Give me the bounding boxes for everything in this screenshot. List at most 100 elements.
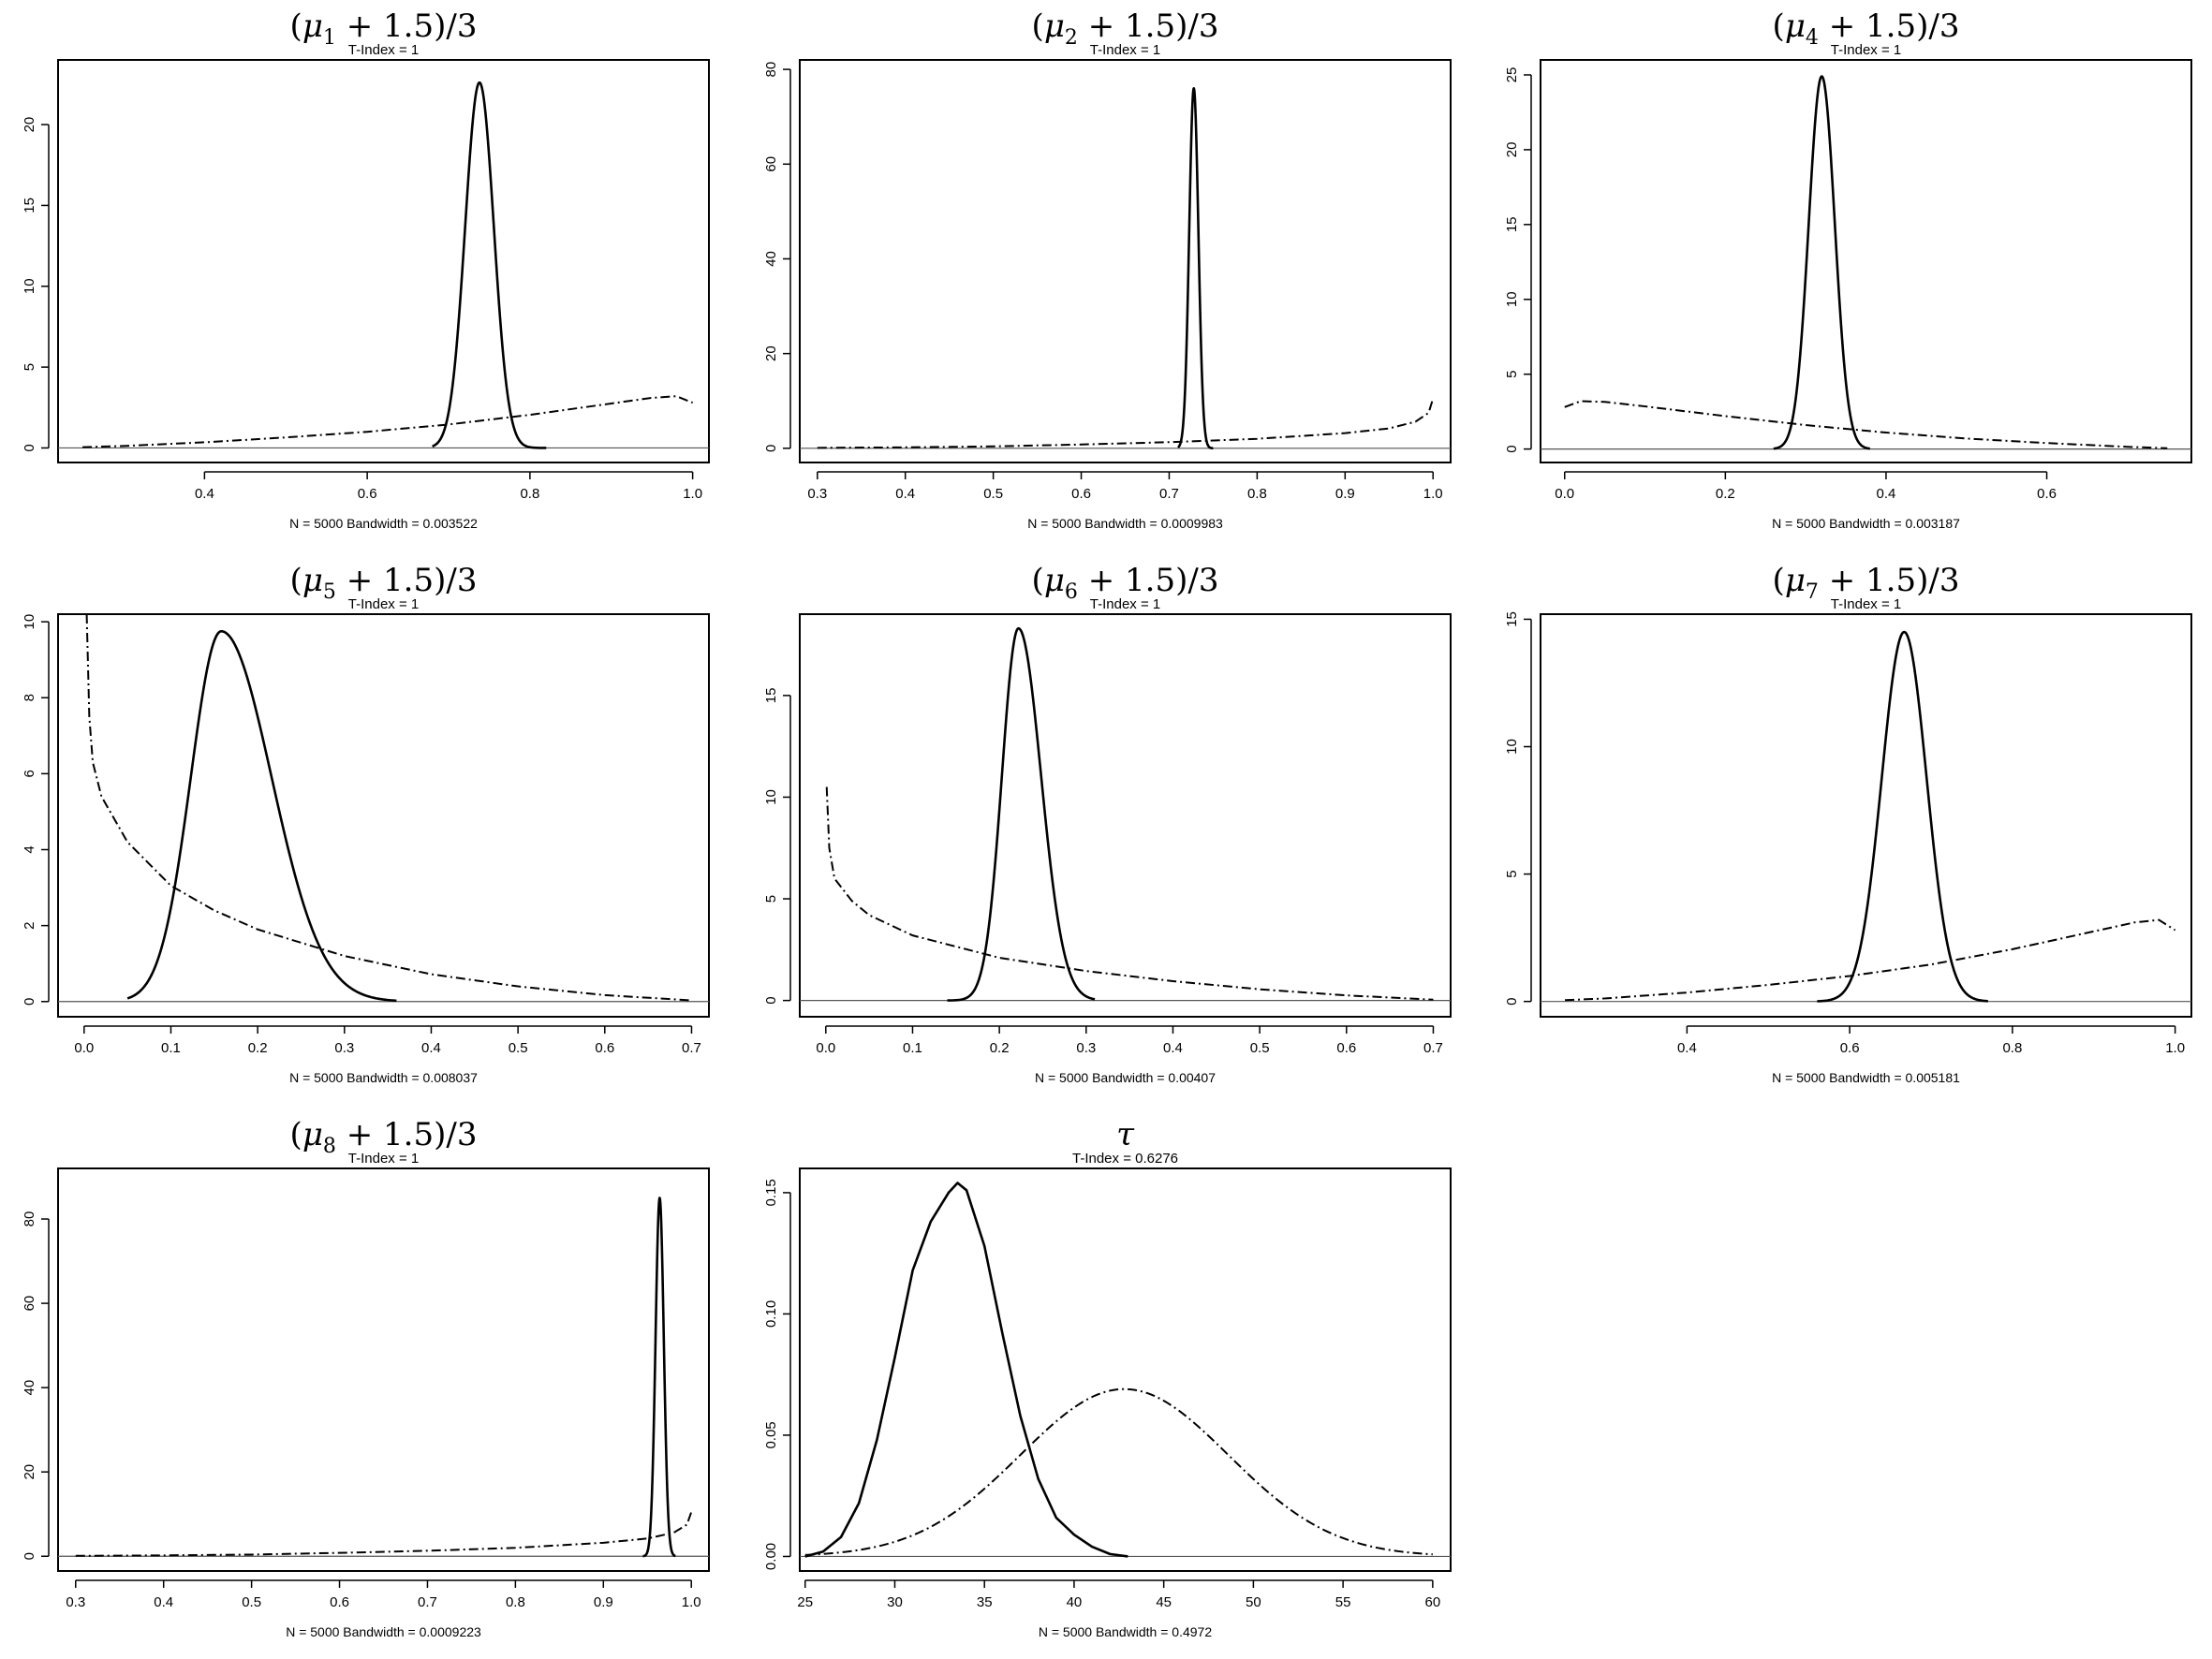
title-open-paren: ( <box>290 7 302 45</box>
prior-density-line <box>85 613 692 1002</box>
y-tick-label: 8 <box>22 694 37 701</box>
title-open-paren: ( <box>290 562 302 599</box>
chart-panel-6: (μ7 + 1.5)/3T-Index = 1 0.4 0.6 0.8 1.0 N = 5… <box>1504 562 2192 1085</box>
panel-title: (μ7 + 1.5)/3 <box>1773 562 1960 604</box>
y-tick-label: 10 <box>1504 739 1520 755</box>
prior-density-line <box>825 786 1434 1001</box>
x-tick-label: 30 <box>887 1594 903 1610</box>
x-tick-label: 0.2 <box>990 1040 1010 1056</box>
title-rest: + 1.5)/3 <box>336 7 478 45</box>
panel-title: (μ8 + 1.5)/3 <box>290 1116 478 1158</box>
x-tick-label: 0.1 <box>161 1040 181 1056</box>
panel-subtitle: T-Index = 1 <box>348 1151 419 1167</box>
prior-density-line <box>817 398 1435 449</box>
x-tick-label: 0.8 <box>520 486 539 502</box>
y-axis: 0 5 10 15 <box>763 688 791 1005</box>
x-tick-label: 0.4 <box>421 1040 441 1056</box>
x-tick-label: 0.5 <box>983 486 1003 502</box>
chart-panel-7: (μ8 + 1.5)/3T-Index = 10.3 0.4 0.5 0.6 0.7 0.… <box>22 1116 710 1639</box>
x-axis-label: N = 5000 Bandwidth = 0.008037 <box>289 1070 478 1085</box>
chart-panel-3: (μ4 + 1.5)/3T-Index = 1 0.0 0.2 0.4 0.6 N = 5… <box>1504 7 2192 531</box>
x-tick-label: 0.5 <box>509 1040 528 1056</box>
x-tick-label: 0.2 <box>1716 486 1735 502</box>
y-tick-label: 4 <box>22 845 37 853</box>
posterior-density-line <box>641 1197 677 1558</box>
x-tick-label: 0.3 <box>807 486 827 502</box>
y-tick-label: 0 <box>1504 445 1520 452</box>
chart-panel-2: (μ2 + 1.5)/3T-Index = 10.3 0.4 0.5 0.6 0.7 0.… <box>763 7 1452 531</box>
panel-title: (μ4 + 1.5)/3 <box>1773 7 1960 50</box>
y-tick-label: 20 <box>22 1464 37 1480</box>
title-open-paren: ( <box>1773 562 1785 599</box>
y-tick-label: 0 <box>22 998 37 1006</box>
plot-frame <box>57 59 710 463</box>
panel-title: (μ1 + 1.5)/3 <box>290 7 478 50</box>
x-axis: 0.4 0.6 0.8 1.0 <box>195 471 702 502</box>
y-tick-label: 20 <box>763 345 779 361</box>
title-rest: + 1.5)/3 <box>1819 562 1960 599</box>
x-tick-label: 0.6 <box>2037 486 2057 502</box>
x-tick-label: 0.3 <box>334 1040 354 1056</box>
x-tick-label: 0.3 <box>66 1594 85 1610</box>
x-axis-label: N = 5000 Bandwidth = 0.005181 <box>1772 1070 1960 1085</box>
title-subscript: 2 <box>1065 26 1078 50</box>
plot-frame <box>799 613 1452 1018</box>
x-tick-label: 0.8 <box>506 1594 525 1610</box>
x-tick-label: 1.0 <box>683 486 702 502</box>
y-tick-label: 0 <box>763 445 779 452</box>
title-subscript: 8 <box>323 1135 336 1158</box>
x-tick-label: 1.0 <box>2165 1040 2185 1056</box>
x-tick-label: 35 <box>977 1594 993 1610</box>
y-tick-label: 80 <box>22 1211 37 1227</box>
x-tick-label: 0.9 <box>594 1594 613 1610</box>
title-variable: μ <box>302 1116 323 1153</box>
panel-subtitle: T-Index = 1 <box>348 596 419 612</box>
title-rest: + 1.5)/3 <box>336 562 478 599</box>
x-tick-label: 0.6 <box>358 486 377 502</box>
y-axis: 0 5 10 15 20 <box>22 117 50 452</box>
x-tick-label: 0.6 <box>1840 1040 1860 1056</box>
x-axis-label: N = 5000 Bandwidth = 0.0009223 <box>286 1624 481 1639</box>
x-axis-label: N = 5000 Bandwidth = 0.00407 <box>1035 1070 1216 1085</box>
chart-panel-1: (μ1 + 1.5)/3T-Index = 1 0.4 0.6 0.8 1.0 N = 5… <box>22 7 710 531</box>
x-axis: 0.3 0.4 0.5 0.6 0.7 0.8 0.9 1.0 <box>66 1579 701 1610</box>
y-tick-label: 0.15 <box>763 1179 779 1206</box>
y-tick-label: 40 <box>22 1380 37 1396</box>
x-tick-label: 0.4 <box>895 486 915 502</box>
x-tick-label: 0.0 <box>1555 486 1574 502</box>
y-tick-label: 20 <box>1504 142 1520 158</box>
y-axis: 0 20 40 60 80 <box>22 1211 50 1560</box>
x-tick-label: 0.8 <box>1247 486 1267 502</box>
x-axis-label: N = 5000 Bandwidth = 0.003187 <box>1772 516 1960 531</box>
title-rest: + 1.5)/3 <box>1819 7 1960 45</box>
y-axis: 0 2 4 6 8 10 <box>22 614 50 1006</box>
x-tick-label: 0.8 <box>2002 1040 2022 1056</box>
y-tick-label: 2 <box>22 921 37 929</box>
y-axis: 0 5 10 15 <box>1504 611 1532 1006</box>
x-tick-label: 0.4 <box>195 486 214 502</box>
x-tick-label: 60 <box>1425 1594 1441 1610</box>
posterior-density-line <box>431 81 547 449</box>
x-tick-label: 0.7 <box>1159 486 1179 502</box>
y-tick-label: 10 <box>763 789 779 805</box>
x-tick-label: 0.4 <box>1677 1040 1697 1056</box>
x-axis: 0.0 0.1 0.2 0.3 0.4 0.5 0.6 0.7 <box>74 1025 701 1056</box>
x-axis: 0.3 0.4 0.5 0.6 0.7 0.8 0.9 1.0 <box>807 471 1443 502</box>
plot-frame <box>57 1167 710 1572</box>
x-tick-label: 0.5 <box>242 1594 261 1610</box>
y-tick-label: 25 <box>1504 67 1520 83</box>
x-tick-label: 0.7 <box>1423 1040 1443 1056</box>
panel-subtitle: T-Index = 1 <box>1831 596 1901 612</box>
x-tick-label: 0.1 <box>903 1040 922 1056</box>
y-axis: 0.00 0.05 0.10 0.15 <box>763 1179 791 1570</box>
title-open-paren: ( <box>1773 7 1785 45</box>
y-tick-label: 0 <box>1504 997 1520 1005</box>
x-tick-label: 0.9 <box>1335 486 1355 502</box>
title-subscript: 1 <box>323 26 336 50</box>
y-tick-label: 15 <box>22 198 37 213</box>
x-tick-label: 0.7 <box>682 1040 701 1056</box>
x-tick-label: 0.5 <box>1250 1040 1270 1056</box>
title-subscript: 7 <box>1806 580 1819 604</box>
panel-subtitle: T-Index = 1 <box>1090 42 1160 58</box>
panel-subtitle: T-Index = 1 <box>348 42 419 58</box>
